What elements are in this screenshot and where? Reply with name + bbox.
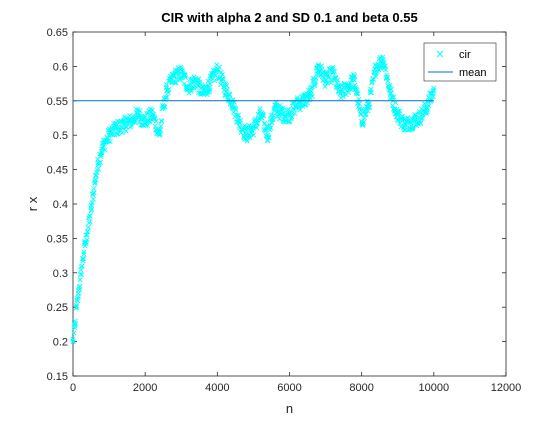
y-tick-label: 0.55 bbox=[47, 96, 68, 108]
cir-point bbox=[75, 290, 81, 296]
cir-point bbox=[359, 118, 365, 124]
cir-point bbox=[294, 101, 300, 107]
y-tick-label: 0.65 bbox=[47, 27, 68, 39]
x-tick-label: 8000 bbox=[349, 382, 373, 394]
cir-point bbox=[77, 277, 83, 283]
series-cir bbox=[70, 54, 437, 345]
x-ticks: 0 2000 4000 6000 8000 10000 12000 bbox=[70, 32, 521, 394]
cir-point bbox=[200, 91, 206, 97]
x-axis-label: n bbox=[286, 401, 293, 416]
cir-point bbox=[88, 208, 94, 214]
cir-point bbox=[120, 122, 127, 128]
cir-point bbox=[222, 84, 228, 90]
cir-point bbox=[395, 112, 401, 118]
y-axis-label: r x bbox=[25, 196, 40, 211]
cir-point bbox=[214, 67, 220, 73]
cir-point bbox=[81, 249, 87, 255]
legend-cir-marker bbox=[436, 50, 444, 58]
cir-point bbox=[84, 229, 90, 235]
cir-point bbox=[424, 105, 430, 111]
y-tick-label: 0.5 bbox=[53, 130, 68, 142]
x-tick-label: 0 bbox=[70, 382, 76, 394]
cir-point bbox=[286, 112, 293, 118]
legend-cir-label: cir bbox=[459, 49, 471, 61]
cir-point bbox=[265, 132, 271, 138]
cir-point bbox=[74, 304, 80, 310]
cir-point bbox=[113, 125, 119, 131]
y-tick-label: 0.4 bbox=[53, 199, 68, 211]
cir-point bbox=[193, 77, 199, 83]
cir-point bbox=[106, 132, 112, 138]
cir-point bbox=[160, 105, 166, 111]
chart-title: CIR with alpha 2 and SD 0.1 and beta 0.5… bbox=[161, 10, 417, 25]
cir-point bbox=[178, 70, 184, 76]
cir-point bbox=[402, 122, 408, 128]
cir-point bbox=[344, 84, 350, 90]
cir-point bbox=[279, 112, 285, 118]
cir-point bbox=[171, 74, 177, 80]
x-tick-label: 12000 bbox=[491, 382, 522, 394]
cir-point bbox=[272, 105, 278, 111]
cir-point bbox=[142, 118, 148, 124]
cir-point bbox=[380, 57, 386, 63]
y-tick-label: 0.25 bbox=[47, 302, 68, 314]
series-layer bbox=[70, 54, 437, 345]
cir-point bbox=[128, 118, 134, 124]
cir-point bbox=[207, 81, 213, 87]
cir-point bbox=[135, 112, 141, 118]
x-tick-label: 6000 bbox=[277, 382, 301, 394]
cir-point bbox=[164, 87, 170, 93]
cir-point bbox=[330, 70, 336, 76]
y-tick-label: 0.3 bbox=[53, 268, 68, 280]
x-tick-label: 2000 bbox=[133, 382, 157, 394]
cir-point bbox=[337, 91, 343, 97]
cir-point bbox=[351, 77, 357, 83]
cir-point bbox=[366, 101, 372, 107]
cir-point bbox=[102, 139, 108, 145]
cir-point bbox=[95, 160, 101, 166]
cir-point bbox=[315, 63, 321, 69]
cir-point bbox=[258, 112, 264, 118]
cir-point bbox=[72, 325, 78, 331]
y-tick-label: 0.15 bbox=[47, 371, 68, 383]
y-tick-label: 0.6 bbox=[53, 61, 68, 73]
y-ticks: 0.15 0.2 0.25 0.3 0.35 0.4 0.45 0.5 0.55 0.6 0.65 bbox=[47, 27, 506, 383]
y-tick-label: 0.2 bbox=[53, 337, 68, 349]
legend: cir mean bbox=[423, 42, 497, 82]
cir-point bbox=[236, 118, 242, 124]
cir-point bbox=[99, 146, 105, 152]
cir-point bbox=[70, 339, 76, 345]
cir-point bbox=[409, 118, 415, 124]
cir-point bbox=[92, 180, 98, 186]
x-tick-label: 4000 bbox=[205, 382, 229, 394]
cir-point bbox=[243, 132, 249, 138]
cir-point bbox=[416, 115, 422, 121]
cir-point bbox=[323, 77, 329, 83]
cir-point bbox=[431, 87, 437, 93]
cir-point bbox=[149, 112, 155, 118]
legend-box bbox=[423, 42, 497, 82]
cir-point bbox=[157, 132, 163, 138]
cir-point bbox=[250, 125, 256, 131]
x-tick-label: 10000 bbox=[419, 382, 450, 394]
cir-point bbox=[388, 91, 394, 97]
y-tick-label: 0.45 bbox=[47, 165, 68, 177]
plot-area bbox=[72, 31, 507, 377]
cir-point bbox=[373, 63, 379, 69]
legend-mean-label: mean bbox=[459, 67, 487, 79]
cir-point bbox=[308, 91, 314, 97]
y-tick-label: 0.35 bbox=[47, 233, 68, 245]
cir-point bbox=[185, 84, 191, 90]
